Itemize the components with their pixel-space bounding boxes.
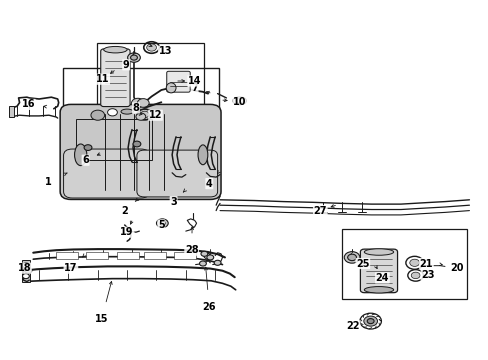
Circle shape <box>410 272 419 279</box>
Text: 27: 27 <box>313 206 326 216</box>
Text: 20: 20 <box>449 263 463 273</box>
Bar <box>21 260 30 271</box>
Text: 24: 24 <box>375 273 388 283</box>
Circle shape <box>22 263 29 268</box>
Bar <box>62 68 219 196</box>
Circle shape <box>363 316 377 326</box>
Text: 8: 8 <box>132 103 139 113</box>
Text: 10: 10 <box>232 96 246 107</box>
Text: 28: 28 <box>184 245 198 255</box>
Ellipse shape <box>166 83 176 93</box>
Circle shape <box>159 221 165 225</box>
Bar <box>117 252 139 259</box>
Ellipse shape <box>121 109 133 114</box>
FancyBboxPatch shape <box>137 150 217 197</box>
Ellipse shape <box>364 287 393 293</box>
Text: 3: 3 <box>170 197 177 207</box>
Bar <box>76 119 151 160</box>
Circle shape <box>25 268 32 273</box>
Circle shape <box>146 44 156 51</box>
Text: 15: 15 <box>95 314 108 324</box>
Bar <box>144 252 166 259</box>
Circle shape <box>140 111 149 118</box>
Circle shape <box>91 110 104 120</box>
Circle shape <box>136 113 145 120</box>
Text: 9: 9 <box>122 60 129 70</box>
FancyBboxPatch shape <box>360 249 397 293</box>
Circle shape <box>199 261 206 266</box>
Ellipse shape <box>364 249 393 255</box>
Bar <box>173 252 195 259</box>
Circle shape <box>22 274 29 279</box>
Text: 22: 22 <box>346 321 359 331</box>
Bar <box>21 271 30 282</box>
Circle shape <box>156 219 168 228</box>
Circle shape <box>201 251 207 256</box>
FancyBboxPatch shape <box>63 149 149 198</box>
Circle shape <box>366 319 373 324</box>
Circle shape <box>206 255 213 260</box>
Bar <box>56 252 78 259</box>
Text: 11: 11 <box>96 74 109 84</box>
Ellipse shape <box>198 145 207 165</box>
Circle shape <box>137 99 149 107</box>
Bar <box>9 106 14 117</box>
Ellipse shape <box>74 144 87 166</box>
Text: 14: 14 <box>187 76 201 86</box>
Ellipse shape <box>103 46 127 53</box>
Text: 12: 12 <box>148 110 162 120</box>
Circle shape <box>127 53 140 62</box>
FancyBboxPatch shape <box>101 49 130 107</box>
Text: 21: 21 <box>419 258 432 269</box>
Text: 6: 6 <box>82 155 89 165</box>
Circle shape <box>133 141 141 147</box>
Text: 4: 4 <box>205 179 212 189</box>
Circle shape <box>130 55 137 60</box>
Text: 26: 26 <box>202 302 216 312</box>
Circle shape <box>347 254 356 261</box>
Text: 17: 17 <box>64 263 78 273</box>
Circle shape <box>84 145 92 150</box>
Ellipse shape <box>232 97 246 105</box>
Text: 16: 16 <box>21 99 35 109</box>
Text: 13: 13 <box>158 46 172 56</box>
Bar <box>85 252 107 259</box>
Circle shape <box>107 109 117 116</box>
Text: 2: 2 <box>121 206 128 216</box>
Circle shape <box>214 260 221 265</box>
FancyBboxPatch shape <box>166 71 190 92</box>
Text: 5: 5 <box>158 220 164 230</box>
Text: 23: 23 <box>420 270 434 280</box>
Bar <box>97 43 204 110</box>
Text: 1: 1 <box>44 177 51 187</box>
Ellipse shape <box>235 99 243 103</box>
Circle shape <box>409 259 419 266</box>
Text: 7: 7 <box>191 83 198 93</box>
Bar <box>342 229 466 299</box>
Text: 18: 18 <box>18 263 31 273</box>
Text: 25: 25 <box>355 258 369 269</box>
Text: 19: 19 <box>120 227 134 237</box>
Circle shape <box>344 252 359 263</box>
FancyBboxPatch shape <box>60 104 221 199</box>
Circle shape <box>131 98 144 108</box>
